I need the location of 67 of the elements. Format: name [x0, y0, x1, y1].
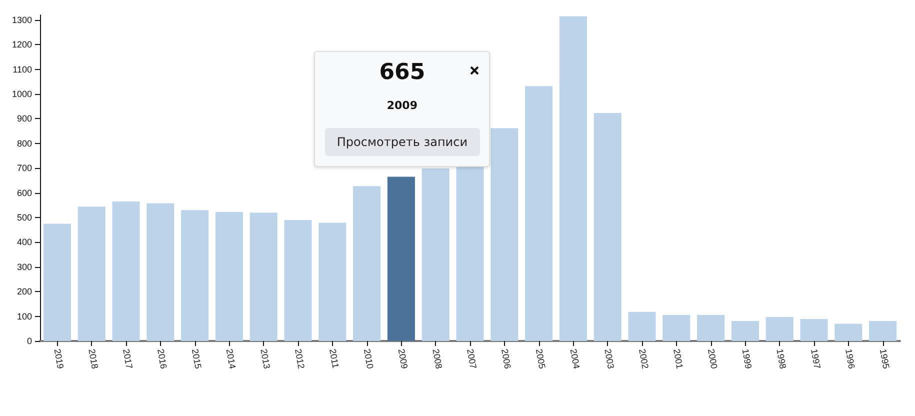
y-tick-label: 300: [16, 262, 32, 272]
bar: [490, 128, 518, 341]
x-tick-label: 2010: [362, 348, 376, 370]
y-tick-label: 1000: [12, 89, 32, 100]
bar: [559, 16, 587, 341]
x-tick-label: 2000: [706, 348, 720, 370]
x-tick-label: 2001: [671, 348, 685, 370]
y-tick-label: 1200: [12, 40, 32, 50]
y-tick-label: 1300: [12, 14, 32, 25]
y-tick-label: 200: [16, 286, 32, 297]
x-tick-label: 2008: [430, 348, 444, 370]
y-tick-label: 700: [16, 163, 32, 174]
bar: [628, 312, 656, 341]
x-tick-label: 2005: [534, 348, 548, 370]
bar: [250, 212, 278, 341]
x-tick-label: 2002: [637, 348, 650, 370]
x-tick-label: 1997: [809, 348, 822, 370]
bar: [78, 206, 106, 341]
x-tick-label: 2016: [155, 348, 169, 370]
y-tick-label: 500: [16, 212, 32, 223]
x-tick-label: 2012: [293, 348, 306, 370]
bar: [834, 324, 862, 341]
bar: [353, 186, 381, 341]
x-tick-label: 2006: [499, 348, 513, 370]
annotation: 2009: [386, 98, 418, 112]
x-tick-label: 1996: [843, 348, 857, 370]
bar: [422, 168, 450, 341]
x-tick-label: 1995: [878, 348, 892, 370]
bar: [766, 317, 794, 341]
bar: [387, 176, 415, 341]
y-tick-label: 400: [16, 237, 32, 248]
bar: [662, 314, 690, 341]
bar: [146, 203, 174, 341]
x-tick-label: 2003: [602, 348, 616, 370]
x-tick-label: 2004: [568, 348, 582, 370]
bar: [112, 201, 140, 341]
bar: [284, 220, 312, 341]
x-tick-label: 1999: [740, 348, 754, 370]
y-tick-label: 900: [16, 114, 32, 124]
y-tick-label: 600: [16, 188, 32, 198]
bar: [800, 319, 828, 341]
bar: [697, 314, 725, 341]
annotation: 665: [378, 60, 426, 85]
x-tick-label: 2018: [86, 348, 100, 370]
x-tick-label: 2009: [396, 348, 410, 370]
bar: [456, 166, 484, 341]
bar: [731, 320, 759, 341]
y-tick-label: 1100: [12, 64, 32, 74]
bar: [215, 212, 243, 341]
bar: [594, 113, 622, 341]
x-tick-label: 2019: [52, 348, 66, 370]
x-tick-label: 2007: [465, 348, 478, 370]
bar: [318, 222, 346, 341]
x-tick-label: 1998: [774, 348, 788, 370]
x-tick-label: 2017: [121, 348, 134, 370]
y-tick-label: 0: [26, 336, 32, 346]
x-tick-label: 2013: [258, 348, 272, 370]
y-tick-label: 100: [16, 311, 32, 322]
bar: [525, 86, 553, 341]
x-tick-label: 2011: [327, 348, 341, 369]
x-tick-label: 2014: [224, 348, 238, 370]
x-tick-label: 2015: [190, 348, 204, 370]
bar: [181, 210, 209, 341]
bar: [869, 320, 897, 341]
annotation: Просмотреть записи: [324, 128, 480, 156]
bar: [43, 224, 71, 341]
y-tick-label: 800: [16, 138, 32, 148]
